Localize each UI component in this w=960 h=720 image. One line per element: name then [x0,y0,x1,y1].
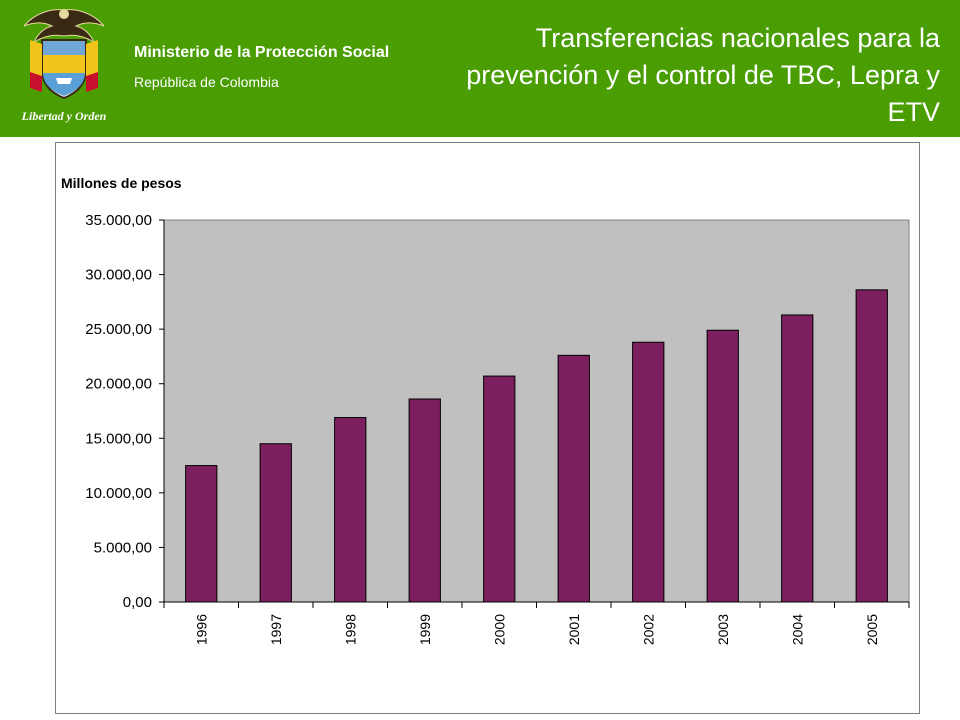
bar-2002 [632,341,665,603]
bar-1996 [185,465,218,603]
x-tick-label: 1998 [342,614,358,645]
slide-title: Transferencias nacionales para la preven… [466,23,940,127]
y-tick-label: 10.000,00 [85,485,152,502]
x-tick-label: 1999 [417,614,433,645]
y-tick-label: 35.000,00 [85,212,152,229]
bar-2000 [483,375,516,603]
x-tick-label: 1997 [268,614,284,645]
x-tick-label: 2000 [491,614,507,645]
bar-2005 [855,289,888,603]
bar-chart: Millones de pesos 0,00 5.000,00 10.000,00 1… [61,175,910,645]
bar-1997 [259,443,292,603]
condor-icon [23,9,105,44]
bar-1999 [408,398,441,603]
y-tick-label: 20.000,00 [85,376,152,393]
x-tick-label: 2002 [640,614,656,645]
y-tick-label: 15.000,00 [85,430,152,447]
header-band: Libertad y Orden Ministerio de la Protec… [0,0,960,137]
y-tick-label: 25.000,00 [85,321,152,338]
x-tick-label: 2005 [864,614,880,645]
bar-2001 [557,354,590,603]
y-axis-label: Millones de pesos [61,175,182,191]
x-tick-label: 2001 [566,614,582,645]
logo-caption: Libertad y Orden [21,109,107,123]
bar-2004 [781,314,814,603]
ministry-name: Ministerio de la Protección Social [134,44,390,61]
y-tick-label: 0,00 [123,594,152,611]
bar-1998 [334,417,367,603]
chart-container: Millones de pesos 0,00 5.000,00 10.000,00 1… [55,142,920,714]
x-tick-label: 1996 [193,614,209,645]
country-name: República de Colombia [134,74,279,90]
coat-of-arms-logo: Libertad y Orden [21,9,107,123]
bar-2003 [706,329,739,603]
y-tick-label: 5.000,00 [94,539,152,556]
x-tick-label: 2003 [715,614,731,645]
y-tick-label: 30.000,00 [85,267,152,284]
x-tick-label: 2004 [789,614,805,645]
